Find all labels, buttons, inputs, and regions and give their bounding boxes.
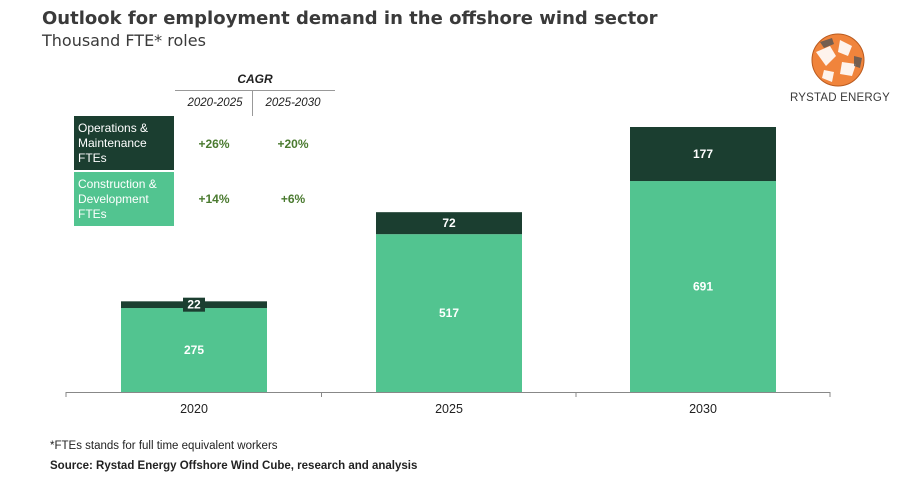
label-bg-operations-2020 bbox=[183, 297, 205, 312]
brand-name: RYSTAD ENERGY bbox=[790, 92, 890, 104]
cagr-cd-2020-2025: +14% bbox=[198, 192, 230, 206]
value-label-operations-2030: 177 bbox=[693, 147, 713, 161]
x-tick-label-2030: 2030 bbox=[689, 402, 717, 416]
bar-operations-2030 bbox=[630, 127, 776, 182]
footnote: *FTEs stands for full time equivalent wo… bbox=[50, 440, 278, 452]
x-tick-label-2025: 2025 bbox=[435, 402, 463, 416]
bar-operations-2025 bbox=[376, 212, 522, 235]
legend-construction-development: Construction & Development FTEs bbox=[74, 172, 174, 226]
cagr-divider bbox=[252, 90, 253, 116]
value-label-construction-2025: 517 bbox=[439, 306, 459, 320]
value-label-operations-2025: 72 bbox=[442, 216, 456, 230]
legend-operations-maintenance: Operations & Maintenance FTEs bbox=[74, 116, 174, 170]
source-note: Source: Rystad Energy Offshore Wind Cube… bbox=[50, 460, 418, 472]
cagr-title: CAGR bbox=[237, 72, 273, 86]
value-label-construction-2030: 691 bbox=[693, 280, 713, 294]
cagr-om-2025-2030: +20% bbox=[277, 137, 309, 151]
bar-construction-2030 bbox=[630, 181, 776, 392]
value-label-operations-2020: 22 bbox=[187, 298, 201, 312]
cagr-om-2020-2025: +26% bbox=[198, 137, 230, 151]
globe-logo-icon bbox=[811, 33, 865, 87]
chart-title: Outlook for employment demand in the off… bbox=[42, 8, 658, 29]
cagr-cd-2025-2030: +6% bbox=[280, 192, 306, 206]
x-tick-label-2020: 2020 bbox=[180, 402, 208, 416]
bar-construction-2025 bbox=[376, 234, 522, 392]
bar-construction-2020 bbox=[121, 308, 267, 392]
value-label-construction-2020: 275 bbox=[184, 343, 204, 357]
cagr-rule bbox=[175, 90, 335, 91]
cagr-period-2: 2025-2030 bbox=[265, 97, 321, 109]
chart-subtitle: Thousand FTE* roles bbox=[42, 31, 206, 50]
cagr-period-1: 2020-2025 bbox=[187, 97, 243, 109]
